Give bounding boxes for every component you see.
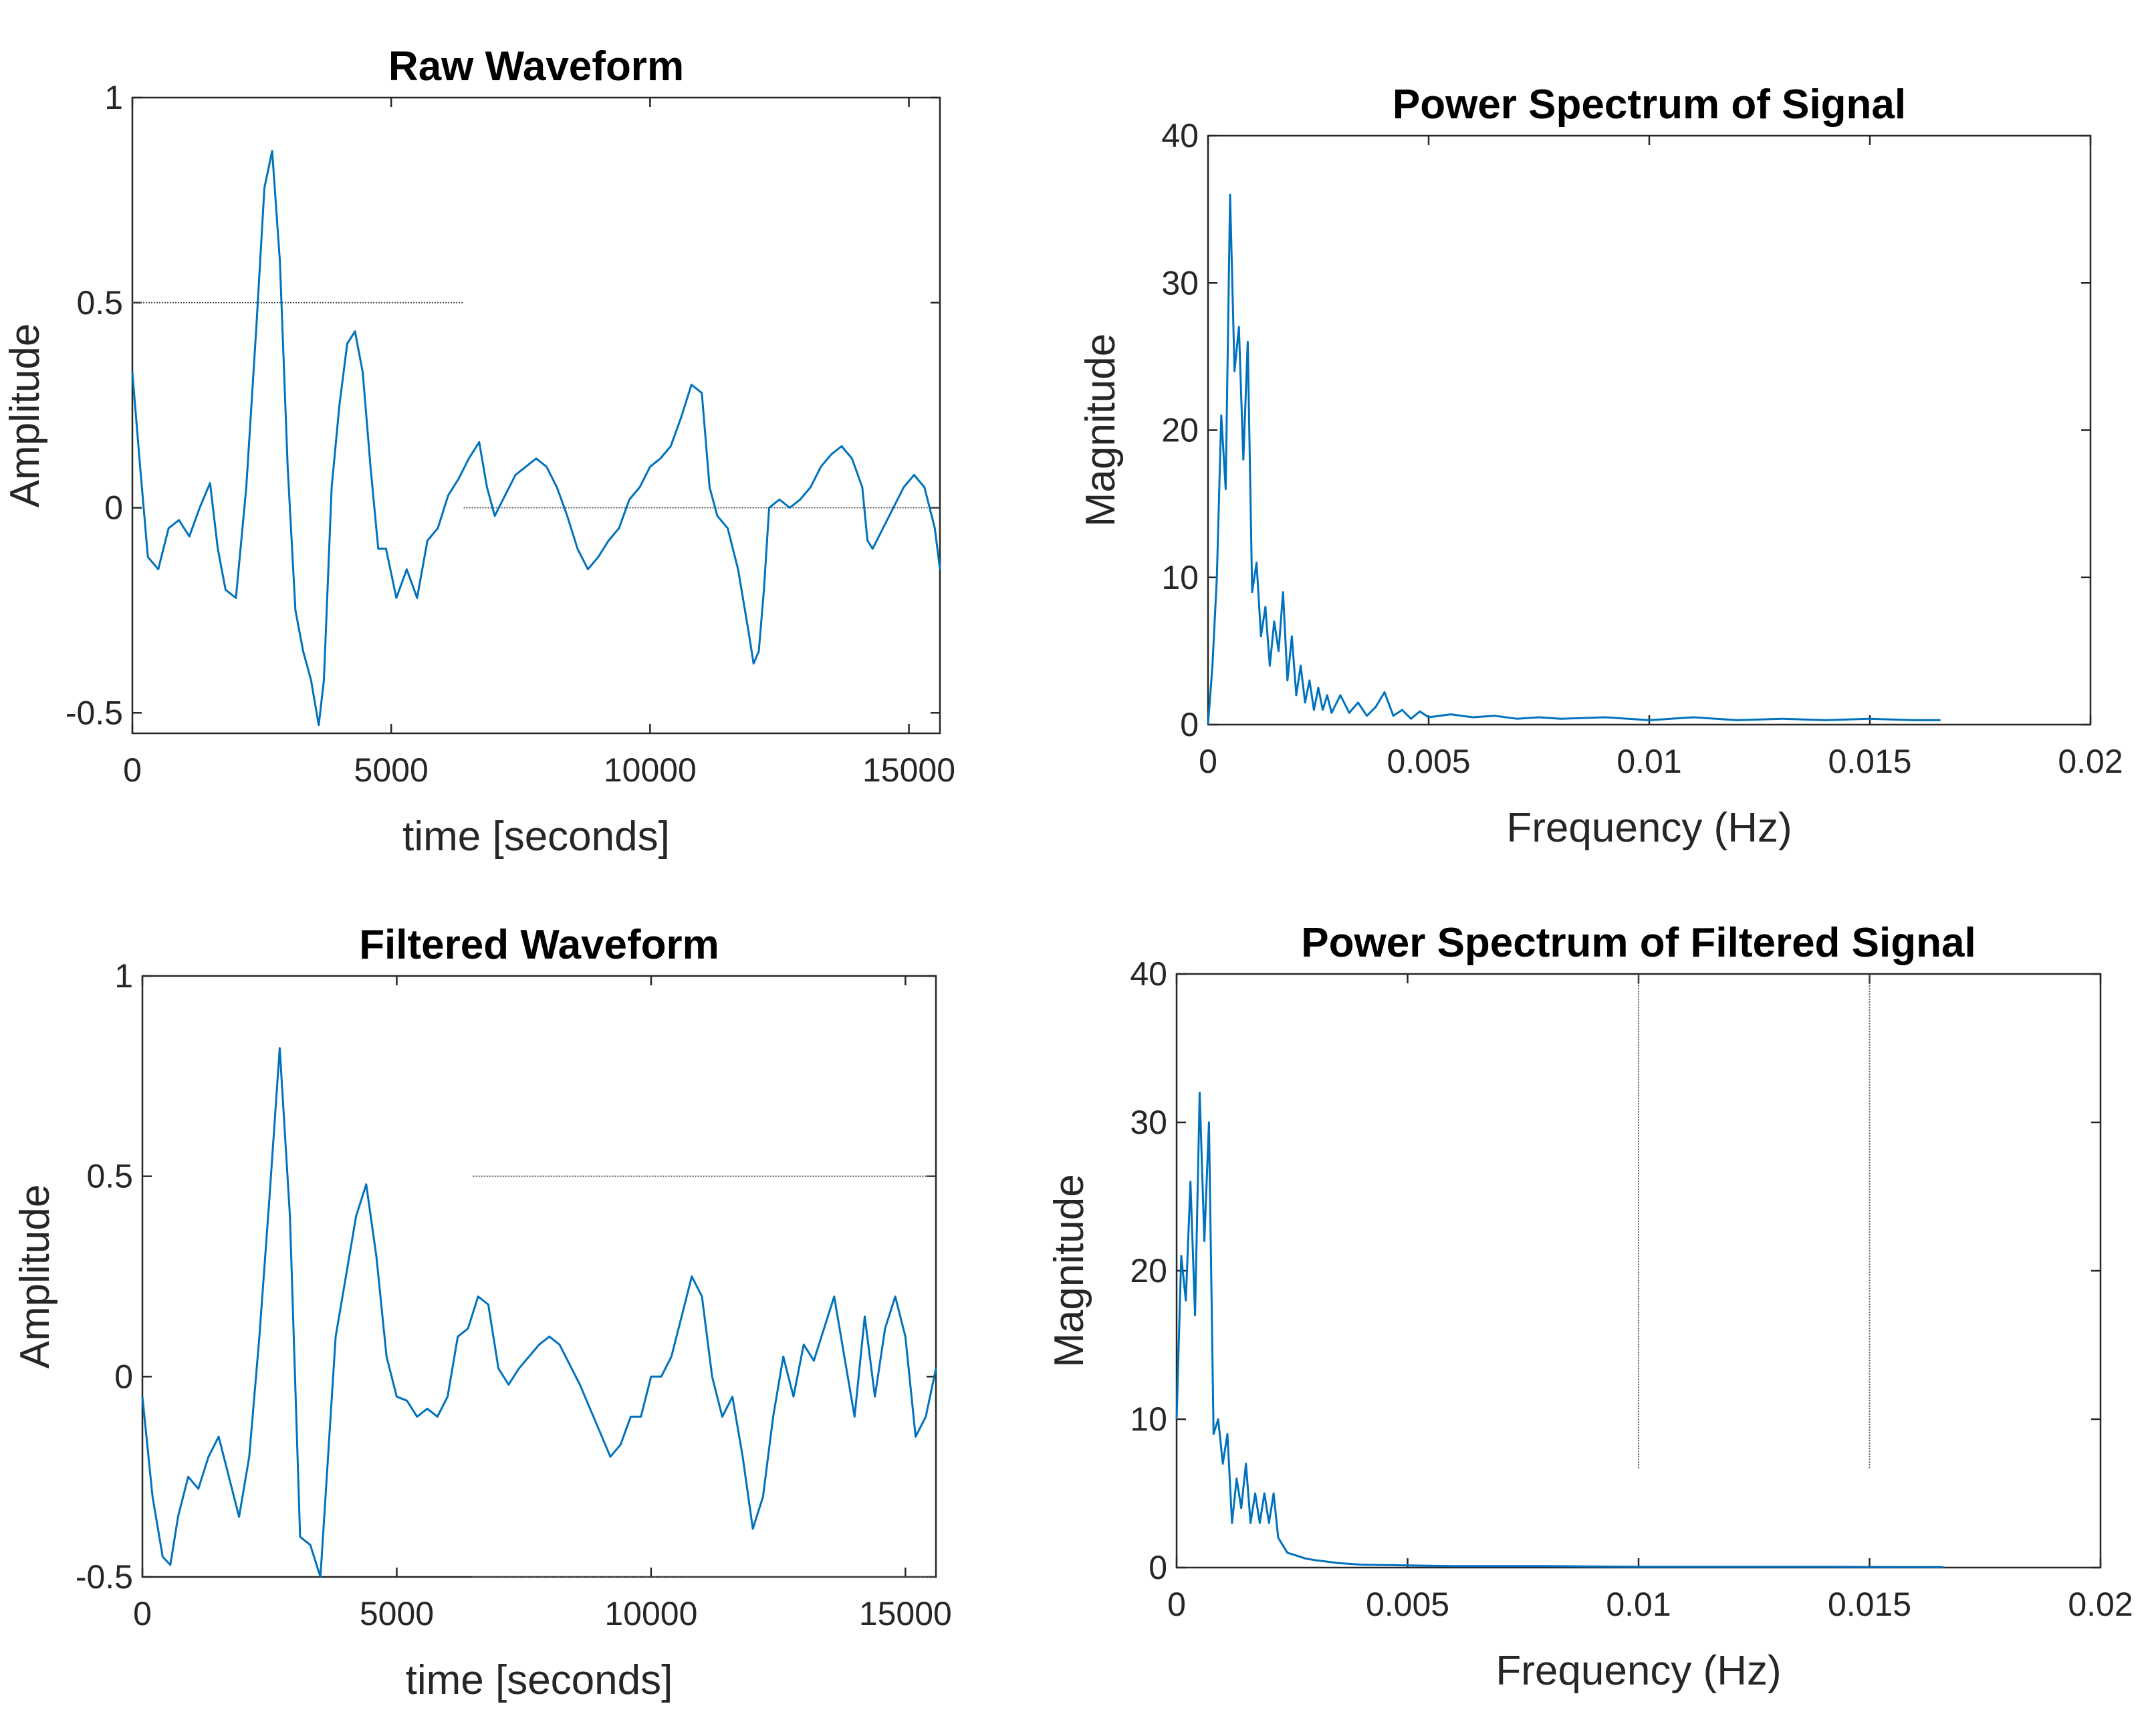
filtered-spectrum-ytick-label: 20 [1130,1252,1167,1289]
spectrum-axes-box [1207,134,2092,726]
filtered-xtick-label: 5000 [360,1595,434,1632]
filtered-series-line [141,1047,937,1578]
spectrum-chart-title: Power Spectrum of Signal [1393,82,1906,128]
spectrum-xtick-label: 0.005 [1387,743,1470,780]
filtered-spectrum-ytick-label: 10 [1130,1400,1167,1438]
filtered-ytick-label: -0.5 [76,1558,133,1596]
raw-x-axis-label: time [seconds] [402,814,670,860]
raw-chart-title: Raw Waveform [388,43,684,90]
raw-ytick-label: 1 [104,79,123,116]
raw-ytick-label: -0.5 [66,694,123,731]
raw-ytick-label: 0.5 [76,284,123,322]
filtered-spectrum-chart: 0 0.005 0.01 0.015 0.02 0 10 20 30 40 Power Spectr… [1046,920,2133,1694]
filtered-spectrum-ytick-label: 30 [1130,1104,1167,1141]
filtered-xtick-label: 10000 [604,1595,697,1632]
raw-xtick-label: 5000 [354,751,429,789]
filtered-spectrum-chart-title: Power Spectrum of Filtered Signal [1301,920,1975,966]
filtered-axes-box [141,975,937,1578]
filtered-chart-title: Filtered Waveform [359,922,719,968]
filtered-ytick-label: 1 [114,957,133,995]
spectrum-ytick-label: 10 [1161,559,1199,596]
raw-series-line [131,150,941,727]
spectrum-ytick-label: 20 [1161,412,1199,449]
filtered-spectrum-xtick-label: 0.02 [2068,1586,2133,1623]
raw-xtick-label: 10000 [604,751,697,789]
filtered-spectrum-ytick-label: 40 [1130,955,1167,993]
filtered-spectrum-series-line [1175,1092,1944,1568]
filtered-spectrum-y-axis-label: Magnitude [1046,1174,1092,1368]
spectrum-series-line [1207,193,1941,725]
spectrum-ytick-label: 40 [1161,117,1199,154]
raw-axes-box [131,96,941,735]
filtered-spectrum-xtick-label: 0.015 [1828,1586,1911,1623]
raw-ytick-label: 0 [104,489,123,527]
raw-xtick-label: 15000 [862,751,955,789]
raw-xtick-label: 0 [123,751,142,789]
spectrum-chart: 0 0.005 0.01 0.015 0.02 0 10 20 30 40 Power Spectr… [1078,82,2123,851]
filtered-xtick-label: 15000 [859,1595,952,1632]
spectrum-y-axis-label: Magnitude [1078,334,1124,527]
filtered-x-axis-label: time [seconds] [406,1657,673,1703]
spectrum-xtick-label: 0.015 [1828,743,1911,780]
filtered-spectrum-ytick-label: 0 [1149,1549,1167,1586]
filtered-spectrum-xtick-label: 0.01 [1606,1586,1671,1623]
filtered-ytick-label: 0.5 [86,1158,133,1195]
filtered-spectrum-axes-box [1175,973,2102,1569]
filtered-spectrum-xtick-label: 0.005 [1366,1586,1449,1623]
filtered-xtick-label: 0 [133,1595,152,1632]
spectrum-xtick-label: 0.02 [2058,743,2123,780]
spectrum-ytick-label: 0 [1180,706,1199,743]
spectrum-xtick-label: 0.01 [1616,743,1681,780]
spectrum-ytick-label: 30 [1161,264,1199,301]
filtered-spectrum-x-axis-label: Frequency (Hz) [1495,1648,1781,1694]
filtered-y-axis-label: Amplitude [12,1185,58,1369]
spectrum-x-axis-label: Frequency (Hz) [1506,805,1792,851]
filtered-ytick-label: 0 [114,1358,133,1395]
spectrum-xtick-label: 0 [1199,743,1217,780]
filtered-spectrum-xtick-label: 0 [1167,1586,1186,1623]
raw-y-axis-label: Amplitude [2,324,48,508]
